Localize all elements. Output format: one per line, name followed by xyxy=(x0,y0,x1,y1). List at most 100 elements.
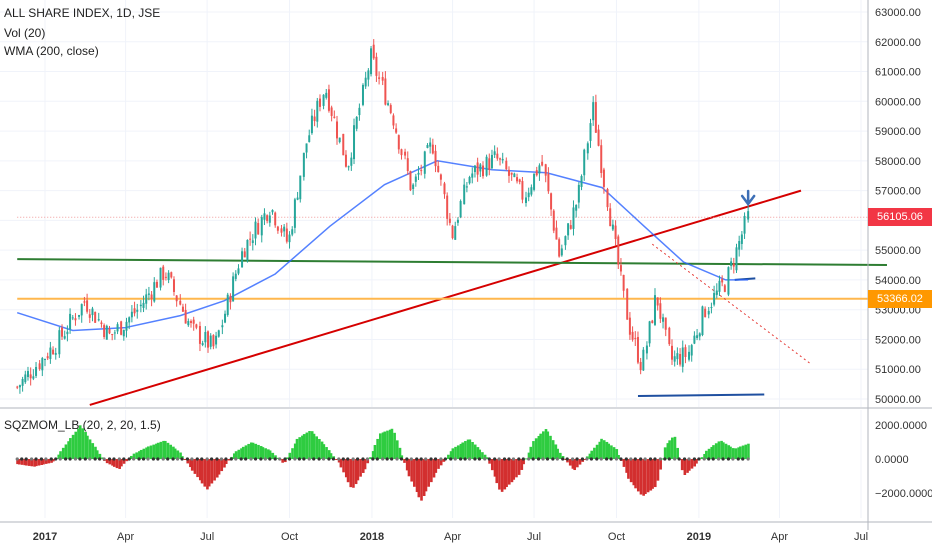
momentum-bar xyxy=(612,447,616,459)
price-tick-label: 51000.00 xyxy=(875,364,921,376)
candle-body xyxy=(86,300,89,312)
momentum-bar xyxy=(705,450,708,459)
momentum-bar xyxy=(159,441,163,459)
momentum-bar xyxy=(571,459,575,469)
candle-body xyxy=(609,208,612,227)
time-tick-label: Oct xyxy=(281,531,298,543)
momentum-bar xyxy=(118,459,121,469)
squeeze-dot xyxy=(531,457,535,461)
momentum-bar xyxy=(663,447,667,459)
momentum-bar xyxy=(537,435,541,459)
momentum-bar xyxy=(636,459,640,492)
candle-body xyxy=(217,330,220,337)
candle-body xyxy=(94,312,97,323)
candle-body xyxy=(690,345,693,356)
squeeze-dot xyxy=(746,457,750,461)
candle-body xyxy=(254,221,257,239)
momentum-bar xyxy=(291,448,294,459)
candle-body xyxy=(159,267,162,288)
candle-body xyxy=(215,335,218,345)
candle-body xyxy=(592,102,595,121)
candle-body xyxy=(387,103,390,106)
momentum-bar xyxy=(744,444,748,459)
support-price-label: 53366.02 xyxy=(868,289,932,308)
squeeze-dot xyxy=(58,457,62,461)
squeeze-dot xyxy=(132,457,136,461)
momentum-bar xyxy=(717,441,721,459)
momentum-bar xyxy=(386,430,389,459)
momentum-bar xyxy=(512,459,516,480)
squeeze-dot xyxy=(375,457,379,461)
squeeze-dot xyxy=(731,457,735,461)
candle-body xyxy=(513,173,516,178)
candle-body xyxy=(58,330,61,355)
candle-body xyxy=(409,171,412,191)
squeeze-dot xyxy=(351,457,355,461)
squeeze-dot xyxy=(268,457,272,461)
momentum-bar xyxy=(342,459,345,473)
momentum-bar xyxy=(241,446,245,459)
momentum-bar xyxy=(152,444,155,459)
momentum-bar xyxy=(57,454,61,459)
momentum-bar xyxy=(172,446,175,459)
candle-body xyxy=(505,160,508,170)
momentum-bar xyxy=(510,459,514,483)
momentum-bar xyxy=(352,459,355,488)
squeeze-dot xyxy=(215,457,219,461)
momentum-bar xyxy=(590,450,593,459)
momentum-bar xyxy=(94,446,97,459)
time-tick-label: Jul xyxy=(527,531,541,543)
candle-body xyxy=(501,158,504,161)
time-tick-label: 2018 xyxy=(360,531,384,543)
squeeze-dot xyxy=(68,457,72,461)
time-tick-label: Jul xyxy=(854,531,868,543)
squeeze-dot xyxy=(381,457,385,461)
squeeze-dot xyxy=(429,457,433,461)
momentum-bar xyxy=(50,459,53,463)
momentum-bar xyxy=(189,459,192,468)
momentum-bar xyxy=(478,449,482,459)
momentum-bar xyxy=(274,455,277,459)
time-tick-label: Apr xyxy=(117,531,134,543)
squeeze-dot xyxy=(570,457,575,461)
candle-body xyxy=(701,306,704,336)
candle-body xyxy=(61,327,64,337)
candle-body xyxy=(291,229,294,235)
candle-body xyxy=(740,234,743,244)
squeeze-dot xyxy=(98,457,102,461)
squeeze-dot xyxy=(521,457,525,461)
candle-body xyxy=(232,276,235,302)
candle-body xyxy=(192,319,195,324)
momentum-bar xyxy=(651,459,654,489)
squeeze-dot xyxy=(599,457,603,461)
candle-body xyxy=(103,325,106,338)
momentum-bar xyxy=(727,445,731,459)
momentum-bar xyxy=(210,459,214,484)
momentum-bar xyxy=(268,450,272,459)
momentum-bar xyxy=(285,457,289,459)
candle-body xyxy=(541,161,544,166)
candle-body xyxy=(125,321,128,331)
momentum-bar xyxy=(712,445,715,459)
momentum-bar xyxy=(250,442,253,459)
momentum-bar xyxy=(485,457,489,459)
candle-body xyxy=(224,313,227,323)
candle-body xyxy=(190,321,193,323)
squeeze-dot xyxy=(73,457,78,461)
candle-body xyxy=(473,165,476,173)
momentum-bar xyxy=(44,459,48,464)
candle-body xyxy=(622,274,625,291)
candle-body xyxy=(471,173,474,178)
candle-body xyxy=(384,78,387,105)
momentum-bar xyxy=(77,428,80,459)
squeeze-dot xyxy=(580,457,585,461)
momentum-bar xyxy=(522,459,525,465)
candle-body xyxy=(572,207,575,229)
squeeze-dot xyxy=(439,457,443,461)
momentum-bar xyxy=(366,459,370,464)
momentum-bar xyxy=(276,457,280,459)
momentum-bar xyxy=(139,449,143,459)
candle-body xyxy=(325,92,328,98)
momentum-bar xyxy=(86,435,89,459)
